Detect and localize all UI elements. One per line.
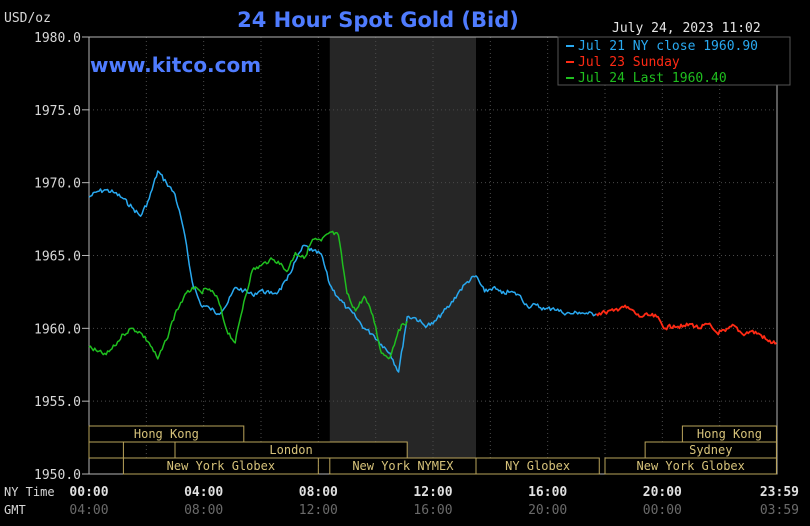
legend-item-jul21: Jul 21 NY close 1960.90 xyxy=(578,39,758,54)
session-label: New York NYMEX xyxy=(352,459,454,473)
session-label: Sydney xyxy=(689,443,732,457)
session-box xyxy=(88,425,245,443)
y-tick-label: 1960.0 xyxy=(34,322,81,337)
y-tick-label: 1965.0 xyxy=(34,250,81,265)
x-tick-label-ny: 23:59 xyxy=(760,485,799,500)
session-label: New York Globex xyxy=(167,459,275,473)
legend-item-jul23: Jul 23 Sunday xyxy=(578,55,680,70)
y-axis-ticks: 1980.0 1975.0 1970.0 1965.0 1960.0 1955.0 1950… xyxy=(34,31,89,483)
y-tick-label: 1955.0 xyxy=(34,395,81,410)
y-tick-label: 1950.0 xyxy=(34,468,81,483)
session-box xyxy=(122,457,319,475)
series-line-jul23 xyxy=(595,304,777,345)
x-axis-ticks: 00:00 04:00 08:00 12:00 16:00 20:00 23:59 04:00… xyxy=(69,485,799,518)
gmt-label: GMT xyxy=(4,503,26,517)
session-box xyxy=(475,457,600,475)
legend-box xyxy=(557,36,791,86)
session-label: London xyxy=(269,443,312,457)
legend: Jul 21 NY close 1960.90 Jul 23 Sunday Ju… xyxy=(557,36,791,86)
watermark-kitco: www.kitco.com xyxy=(90,53,261,77)
y-tick-label: 1975.0 xyxy=(34,104,81,119)
y-tick-label: 1970.0 xyxy=(34,177,81,192)
x-tick-label-gmt: 03:59 xyxy=(760,503,799,518)
market-sessions: Hong Kong London New York Globex New York N… xyxy=(88,425,777,475)
legend-item-jul24: Jul 24 Last 1960.40 xyxy=(578,71,727,86)
x-tick-label-ny: 20:00 xyxy=(643,485,682,500)
chart-title: 24 Hour Spot Gold (Bid) xyxy=(237,8,519,32)
series-line-jul21 xyxy=(88,170,597,373)
session-label: New York Globex xyxy=(637,459,745,473)
series-line-jul24 xyxy=(88,230,408,360)
session-label: Hong Kong xyxy=(134,427,199,441)
x-tick-label-gmt: 08:00 xyxy=(184,503,223,518)
x-tick-label-gmt: 04:00 xyxy=(69,503,108,518)
x-tick-label-gmt: 12:00 xyxy=(299,503,338,518)
x-tick-label-ny: 16:00 xyxy=(528,485,567,500)
x-tick-label-ny: 08:00 xyxy=(299,485,338,500)
timestamp: July 24, 2023 11:02 xyxy=(612,21,761,36)
x-tick-label-ny: 12:00 xyxy=(413,485,452,500)
x-tick-label-ny: 00:00 xyxy=(69,485,108,500)
unit-label: USD/oz xyxy=(4,11,51,26)
session-label: NY Globex xyxy=(505,459,570,473)
x-tick-label-gmt: 00:00 xyxy=(643,503,682,518)
ny-time-label: NY Time xyxy=(4,485,55,499)
x-tick-label-gmt: 16:00 xyxy=(413,503,452,518)
x-tick-label-gmt: 20:00 xyxy=(528,503,567,518)
y-tick-label: 1980.0 xyxy=(34,31,81,46)
session-box xyxy=(604,457,777,475)
price-series xyxy=(88,170,777,373)
nymex-session-shading xyxy=(329,37,476,474)
x-tick-label-ny: 04:00 xyxy=(184,485,223,500)
session-label: Hong Kong xyxy=(697,427,762,441)
